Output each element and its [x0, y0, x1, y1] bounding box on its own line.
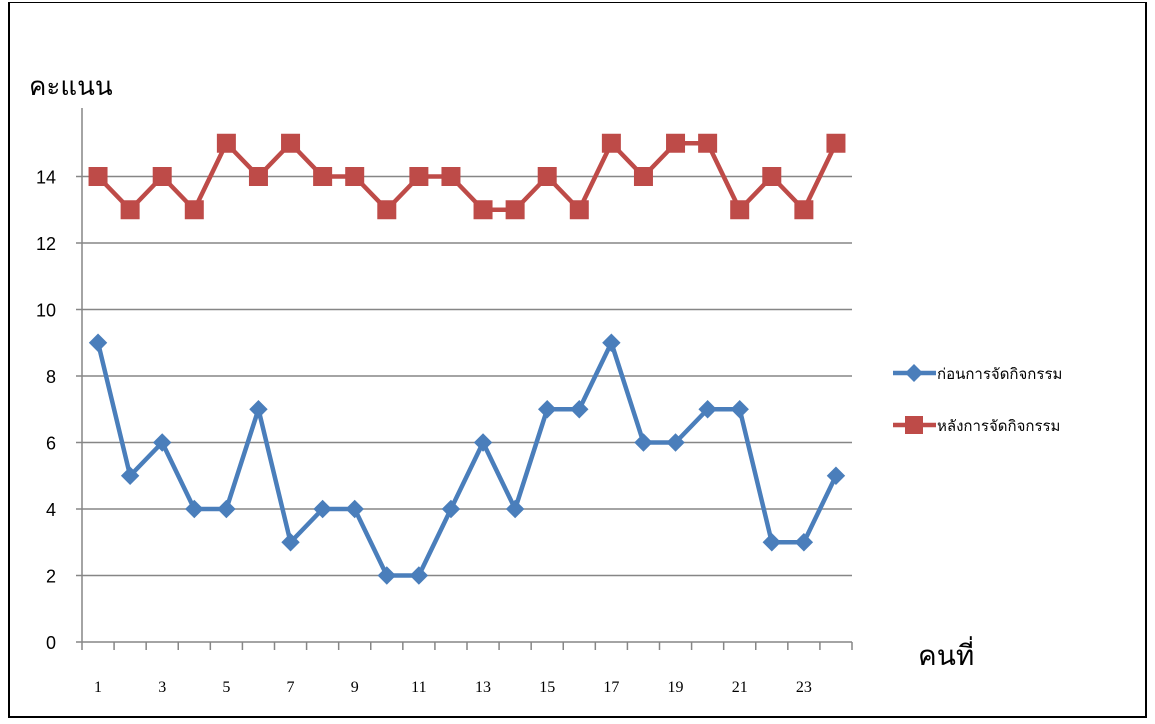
- data-point-after: [537, 167, 557, 186]
- data-point-before: [505, 499, 525, 519]
- y-tick-label: 12: [36, 234, 56, 254]
- data-point-before: [377, 566, 396, 585]
- x-tick-label: 13: [475, 679, 491, 696]
- chart-frame: [8, 2, 1147, 718]
- data-point-before: [794, 533, 814, 552]
- data-point-before: [249, 400, 268, 419]
- data-point-before: [602, 333, 621, 352]
- data-point-after: [377, 200, 397, 220]
- y-tick-label: 6: [46, 434, 56, 454]
- legend-marker-diamond: [905, 364, 923, 382]
- data-point-before: [281, 533, 300, 552]
- data-point-before: [409, 566, 429, 585]
- data-point-after: [505, 200, 525, 220]
- y-axis-title: คะแนน: [29, 72, 113, 102]
- data-point-before: [345, 499, 364, 519]
- data-point-after: [794, 200, 814, 220]
- x-tick-label: 1: [94, 679, 102, 696]
- data-point-before: [666, 433, 685, 452]
- data-point-before: [698, 400, 717, 419]
- series-line-2: [96, 141, 838, 212]
- x-tick-label: 7: [287, 679, 295, 696]
- data-point-after: [248, 167, 268, 186]
- x-tick-label: 21: [732, 679, 748, 696]
- x-tick-label: 3: [158, 679, 166, 696]
- data-point-before: [473, 433, 493, 452]
- data-point-after: [152, 167, 172, 186]
- legend-label: หลังการจัดกิจกรรม: [937, 417, 1060, 435]
- x-tick-label: 15: [539, 679, 555, 696]
- legend-marker-square: [905, 416, 923, 434]
- data-point-before: [185, 499, 204, 519]
- data-point-after: [569, 200, 589, 220]
- x-tick-label: 11: [411, 679, 426, 696]
- y-tick-label: 14: [36, 168, 56, 188]
- data-point-before: [441, 499, 461, 519]
- data-point-before: [313, 499, 332, 519]
- data-point-after: [313, 167, 333, 186]
- x-axis-title: คนที่: [918, 639, 975, 672]
- x-tick-label: 5: [222, 679, 230, 696]
- y-tick-label: 4: [46, 500, 56, 520]
- y-tick-label: 8: [46, 367, 56, 387]
- data-point-after: [409, 167, 429, 186]
- data-point-after: [762, 167, 782, 186]
- data-point-before: [826, 466, 846, 485]
- data-point-after: [441, 167, 461, 186]
- data-point-before: [634, 433, 653, 452]
- y-tick-label: 10: [36, 301, 56, 321]
- data-point-after: [473, 200, 493, 220]
- data-point-after: [698, 133, 718, 153]
- data-point-before: [570, 400, 589, 419]
- series-line-1: [95, 340, 838, 578]
- data-point-before: [730, 400, 749, 419]
- data-point-before: [538, 400, 557, 419]
- data-point-after: [666, 133, 686, 153]
- data-point-after: [601, 133, 621, 153]
- data-point-after: [826, 133, 846, 153]
- x-tick-label: 19: [668, 679, 684, 696]
- x-tick-label: 17: [603, 679, 619, 696]
- legend-label: ก่อนการจัดกิจกรรม: [937, 365, 1062, 383]
- data-point-before: [762, 533, 781, 552]
- data-point-before: [120, 466, 140, 485]
- data-point-after: [216, 133, 236, 153]
- data-point-before: [217, 499, 236, 519]
- data-point-after: [120, 200, 140, 220]
- data-point-after: [88, 167, 108, 186]
- data-point-after: [730, 200, 750, 220]
- x-tick-label: 9: [351, 679, 359, 696]
- data-point-after: [345, 167, 365, 186]
- data-point-after: [281, 133, 301, 153]
- y-tick-label: 2: [46, 567, 56, 587]
- x-tick-label: 23: [796, 679, 812, 696]
- data-point-before: [153, 433, 172, 452]
- y-tick-label: 0: [46, 633, 56, 653]
- data-point-after: [184, 200, 204, 220]
- data-point-before: [88, 333, 108, 352]
- data-point-after: [633, 167, 653, 186]
